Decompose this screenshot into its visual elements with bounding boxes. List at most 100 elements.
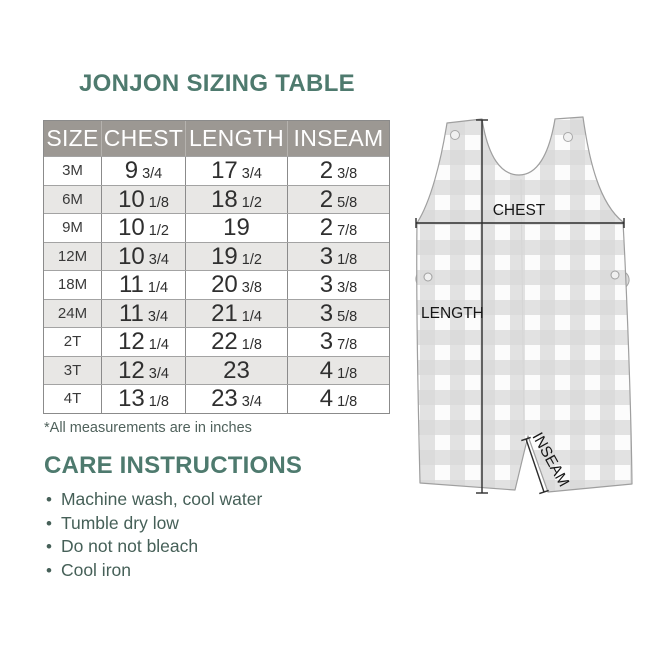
value-fraction: 3/4 — [148, 365, 169, 382]
value-fraction: 1/2 — [241, 194, 262, 211]
value-whole: 2 — [319, 185, 334, 213]
length-cell: 19 1/2 — [186, 242, 288, 271]
value-whole: 21 — [211, 299, 238, 327]
bullet-icon: • — [46, 537, 52, 556]
value-fraction: 3/4 — [147, 308, 169, 325]
measurements-note: *All measurements are in inches — [44, 420, 252, 436]
inseam-cell: 3 3/8 — [288, 271, 389, 299]
value-fraction: 1/8 — [337, 394, 358, 411]
inseam-tick-bottom — [539, 489, 549, 495]
chest-cell: 13 1/8 — [102, 385, 186, 413]
chest-cell: 12 1/4 — [102, 328, 186, 356]
bullet-icon: • — [46, 490, 52, 509]
chest-cell: 11 3/4 — [102, 299, 186, 328]
header-length: LENGTH — [186, 121, 288, 156]
inseam-cell: 2 7/8 — [288, 214, 389, 242]
value-whole: 23 — [223, 356, 250, 384]
inseam-measure-line — [525, 438, 545, 493]
length-label: LENGTH — [421, 305, 484, 322]
value-fraction: 1/4 — [147, 280, 169, 297]
value-whole: 19 — [223, 214, 250, 242]
list-item: • Machine wash, cool water — [46, 488, 262, 512]
inseam-cell: 4 1/8 — [288, 357, 389, 385]
size-cell: 12M — [44, 242, 102, 271]
header-size: SIZE — [44, 121, 102, 156]
care-instructions-title: CARE INSTRUCTIONS — [44, 452, 303, 479]
value-fraction: 7/8 — [337, 337, 358, 354]
length-cell: 23 — [186, 356, 288, 385]
value-whole: 4 — [319, 385, 334, 413]
table-row: 18M 11 1/4 20 3/8 3 3/8 — [44, 270, 389, 299]
value-fraction: 1/8 — [148, 194, 169, 211]
length-cell: 22 1/8 — [186, 328, 288, 356]
value-whole: 17 — [211, 157, 238, 184]
value-whole: 3 — [319, 242, 334, 270]
chest-cell: 10 3/4 — [102, 242, 186, 271]
value-fraction: 1/4 — [148, 337, 169, 354]
inseam-cell: 3 7/8 — [288, 328, 389, 356]
value-whole: 2 — [319, 157, 334, 184]
size-cell: 2T — [44, 328, 102, 356]
table-row: 3T 12 3/4 23 4 1/8 — [44, 355, 389, 385]
size-cell: 4T — [44, 385, 102, 413]
table-row: 3M 9 3/4 17 3/4 2 3/8 — [44, 156, 389, 185]
table-row: 2T 12 1/4 22 1/8 3 7/8 — [44, 327, 389, 356]
value-fraction: 1/8 — [337, 251, 358, 268]
bullet-icon: • — [46, 560, 52, 580]
value-whole: 3 — [319, 271, 334, 299]
value-whole: 23 — [211, 385, 238, 413]
value-fraction: 1/8 — [337, 365, 358, 382]
value-whole: 11 — [118, 299, 144, 327]
value-whole: 10 — [118, 242, 145, 270]
care-item-text: Do not not bleach — [60, 536, 199, 556]
value-fraction: 1/4 — [241, 308, 262, 325]
table-row: 9M 10 1/2 19 2 7/8 — [44, 213, 389, 242]
care-instructions-list: • Machine wash, cool water • Tumble dry lo… — [46, 488, 262, 582]
header-chest: CHEST — [102, 121, 186, 156]
garment-body — [416, 116, 633, 493]
inseam-cell: 4 1/8 — [288, 385, 389, 413]
inseam-cell: 2 5/8 — [288, 186, 389, 214]
care-item-text: Machine wash, cool water — [60, 489, 263, 509]
chest-cell: 10 1/2 — [102, 214, 186, 242]
table-row: 24M 11 3/4 21 1/4 3 5/8 — [44, 298, 389, 328]
list-item: • Tumble dry low — [46, 512, 262, 536]
value-fraction: 7/8 — [337, 223, 358, 240]
center-seam — [520, 178, 525, 436]
value-whole: 10 — [118, 214, 145, 242]
inseam-cell: 3 5/8 — [288, 300, 389, 328]
value-fraction: 1/2 — [148, 223, 169, 240]
table-row: 4T 13 1/8 23 3/4 4 1/8 — [44, 384, 389, 413]
length-cell: 23 3/4 — [186, 385, 288, 413]
tab-button-right — [610, 270, 620, 280]
value-whole: 20 — [211, 271, 238, 299]
inseam-cell: 2 3/8 — [288, 157, 389, 185]
value-whole: 4 — [319, 356, 334, 384]
value-whole: 13 — [118, 385, 145, 413]
value-whole: 11 — [118, 271, 144, 299]
value-fraction: 1/8 — [148, 394, 169, 411]
value-whole: 19 — [211, 242, 238, 270]
size-cell: 24M — [44, 299, 102, 328]
value-whole: 9 — [124, 157, 139, 184]
size-cell: 3M — [44, 157, 102, 185]
length-cell: 18 1/2 — [186, 185, 288, 214]
table-row: 12M 10 3/4 19 1/2 3 1/8 — [44, 241, 389, 271]
chest-label: CHEST — [493, 202, 546, 219]
value-fraction: 3/8 — [337, 280, 358, 297]
strap-button-left — [450, 130, 460, 140]
value-fraction: 1/2 — [241, 251, 262, 268]
length-cell: 19 — [186, 214, 288, 242]
list-item: • Cool iron — [46, 559, 262, 583]
garment-illustration: CHEST LENGTH INSEAM — [415, 116, 633, 495]
table-header-row: SIZE CHEST LENGTH INSEAM — [44, 121, 389, 156]
chest-cell: 10 1/8 — [102, 185, 186, 214]
list-item: • Do not not bleach — [46, 535, 262, 559]
value-fraction: 5/8 — [337, 194, 358, 211]
value-fraction: 3/8 — [337, 166, 358, 182]
chest-cell: 12 3/4 — [102, 356, 186, 385]
value-fraction: 5/8 — [337, 308, 358, 325]
tab-button-left — [423, 272, 433, 282]
strap-button-right — [563, 132, 573, 142]
